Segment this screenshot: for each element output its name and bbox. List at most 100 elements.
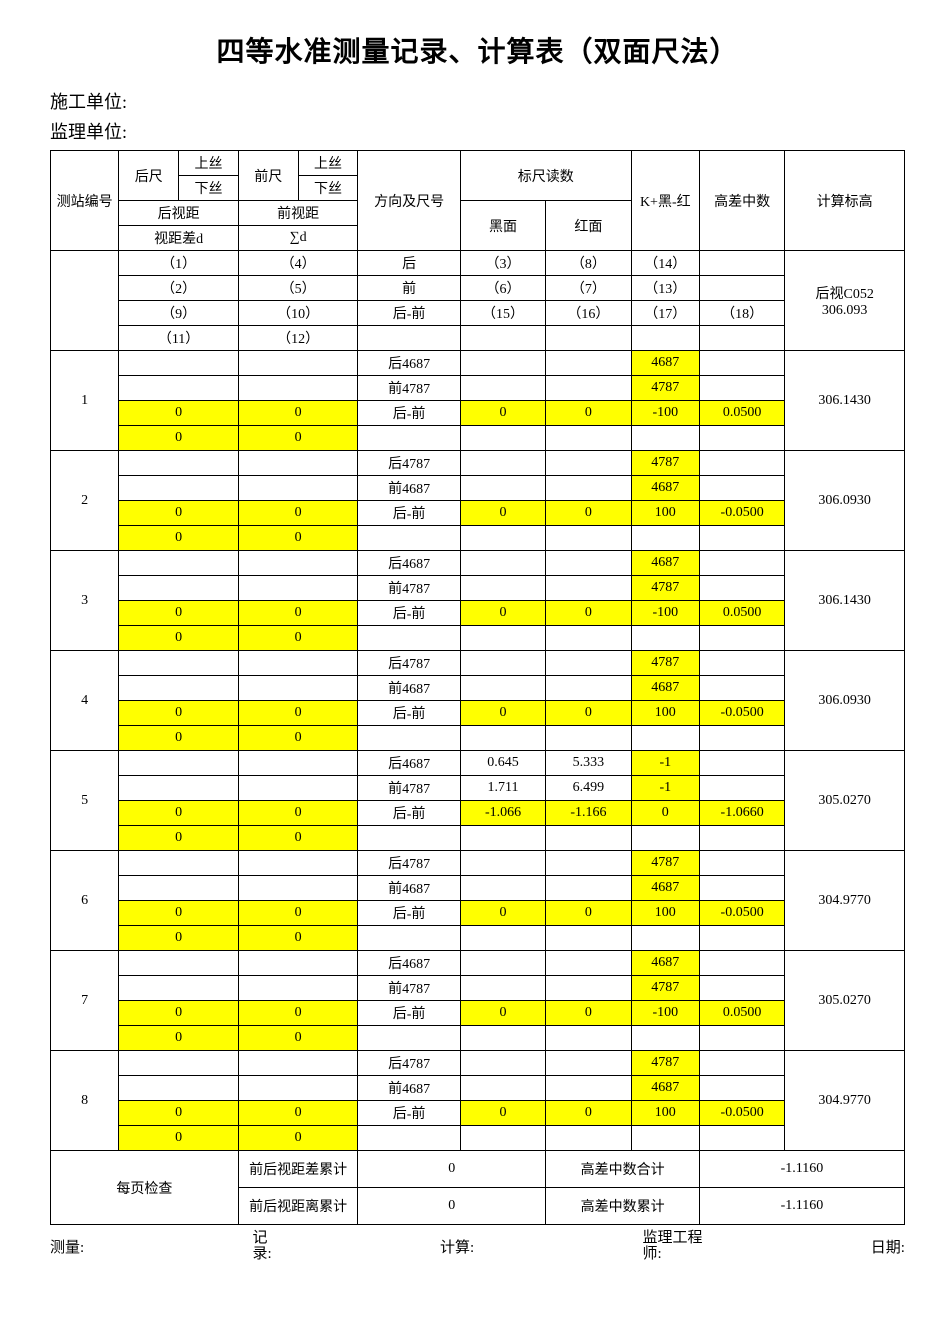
hd-value: -0.0500 xyxy=(699,701,784,726)
ref-c7: （7） xyxy=(546,276,631,301)
red-back xyxy=(546,1051,631,1076)
hd-value: -1.0660 xyxy=(699,801,784,826)
cell-front2 xyxy=(238,576,358,601)
cell-b9: 0 xyxy=(119,701,239,726)
cell-front1 xyxy=(238,651,358,676)
k-blank xyxy=(631,426,699,451)
hd-blank1 xyxy=(699,751,784,776)
cell-b11: 0 xyxy=(119,826,239,851)
red-blank xyxy=(546,1126,631,1151)
red-blank xyxy=(546,826,631,851)
cell-front2 xyxy=(238,776,358,801)
red-back xyxy=(546,951,631,976)
cell-back2 xyxy=(119,476,239,501)
cell-b11: 0 xyxy=(119,1126,239,1151)
black-diff: 0 xyxy=(460,901,545,926)
k-blank xyxy=(631,1026,699,1051)
elev: 304.9770 xyxy=(785,851,905,951)
ref-elev-label: 后视C052 xyxy=(785,283,904,303)
footer-measure: 测量: xyxy=(50,1231,84,1263)
cell-back2 xyxy=(119,676,239,701)
black-front xyxy=(460,976,545,1001)
black-back: 0.645 xyxy=(460,751,545,776)
cell-b12: 0 xyxy=(238,426,358,451)
k-blank xyxy=(631,526,699,551)
hd-value: 0.0500 xyxy=(699,601,784,626)
dir-front: 前4687 xyxy=(358,476,460,501)
red-front xyxy=(546,976,631,1001)
dir-blank xyxy=(358,426,460,451)
cell-b11: 0 xyxy=(119,726,239,751)
hd-blank2 xyxy=(699,676,784,701)
col-front-sight-dist: 前视距 xyxy=(238,201,358,226)
cell-b10: 0 xyxy=(238,901,358,926)
ref-c11: （11） xyxy=(119,326,239,351)
hd-blank4 xyxy=(699,1126,784,1151)
cell-b9: 0 xyxy=(119,601,239,626)
hd-blank2 xyxy=(699,576,784,601)
black-diff: 0 xyxy=(460,401,545,426)
red-diff: 0 xyxy=(546,1101,631,1126)
dir-blank xyxy=(358,1026,460,1051)
cell-b9: 0 xyxy=(119,1001,239,1026)
black-back xyxy=(460,351,545,376)
dir-diff: 后-前 xyxy=(358,701,460,726)
supervision-unit: 监理单位: xyxy=(50,118,905,144)
ref-c18: （18） xyxy=(699,301,784,326)
red-front: 6.499 xyxy=(546,776,631,801)
black-back xyxy=(460,951,545,976)
ref-c16: （16） xyxy=(546,301,631,326)
cell-back1 xyxy=(119,351,239,376)
ref-c17: （17） xyxy=(631,301,699,326)
dir-back: 后4687 xyxy=(358,551,460,576)
k-back: 4787 xyxy=(631,1051,699,1076)
ref-blank-hd xyxy=(699,326,784,351)
col-black-face: 黑面 xyxy=(460,201,545,251)
k-front: -1 xyxy=(631,776,699,801)
ref-blank-dir xyxy=(358,326,460,351)
dir-back: 后4787 xyxy=(358,1051,460,1076)
elev: 305.0270 xyxy=(785,751,905,851)
k-front: 4787 xyxy=(631,976,699,1001)
footer-supervise-bottom: 师: xyxy=(642,1247,702,1263)
red-diff: 0 xyxy=(546,901,631,926)
red-blank xyxy=(546,1026,631,1051)
cell-b10: 0 xyxy=(238,501,358,526)
k-back: 4687 xyxy=(631,551,699,576)
k-front: 4687 xyxy=(631,676,699,701)
cell-front1 xyxy=(238,1051,358,1076)
k-back: -1 xyxy=(631,751,699,776)
footer-supervise-top: 监理工程 xyxy=(642,1231,702,1247)
black-diff: 0 xyxy=(460,1001,545,1026)
col-front-ruler: 前尺 xyxy=(238,151,298,201)
black-front xyxy=(460,1076,545,1101)
footer-date: 日期: xyxy=(871,1231,905,1263)
black-front xyxy=(460,876,545,901)
dir-back: 后4687 xyxy=(358,751,460,776)
black-diff: 0 xyxy=(460,1101,545,1126)
hd-blank4 xyxy=(699,826,784,851)
footer-record-bottom: 录: xyxy=(252,1247,271,1263)
station-no: 5 xyxy=(51,751,119,851)
cell-b10: 0 xyxy=(238,801,358,826)
hd-cum-label: 高差中数累计 xyxy=(546,1188,700,1225)
hd-blank1 xyxy=(699,651,784,676)
dir-back: 后4787 xyxy=(358,451,460,476)
footer-supervise: 监理工程 师: xyxy=(642,1231,702,1263)
construction-unit: 施工单位: xyxy=(50,88,905,114)
cell-b12: 0 xyxy=(238,726,358,751)
ref-c6: （6） xyxy=(460,276,545,301)
dir-front: 前4687 xyxy=(358,1076,460,1101)
dir-back: 后4687 xyxy=(358,951,460,976)
dir-diff: 后-前 xyxy=(358,401,460,426)
k-front: 4687 xyxy=(631,476,699,501)
cell-b9: 0 xyxy=(119,801,239,826)
cell-front1 xyxy=(238,851,358,876)
black-back xyxy=(460,1051,545,1076)
hd-blank2 xyxy=(699,476,784,501)
hd-blank1 xyxy=(699,1051,784,1076)
dir-diff: 后-前 xyxy=(358,1101,460,1126)
hd-blank1 xyxy=(699,851,784,876)
cell-back2 xyxy=(119,576,239,601)
hd-value: -0.0500 xyxy=(699,901,784,926)
